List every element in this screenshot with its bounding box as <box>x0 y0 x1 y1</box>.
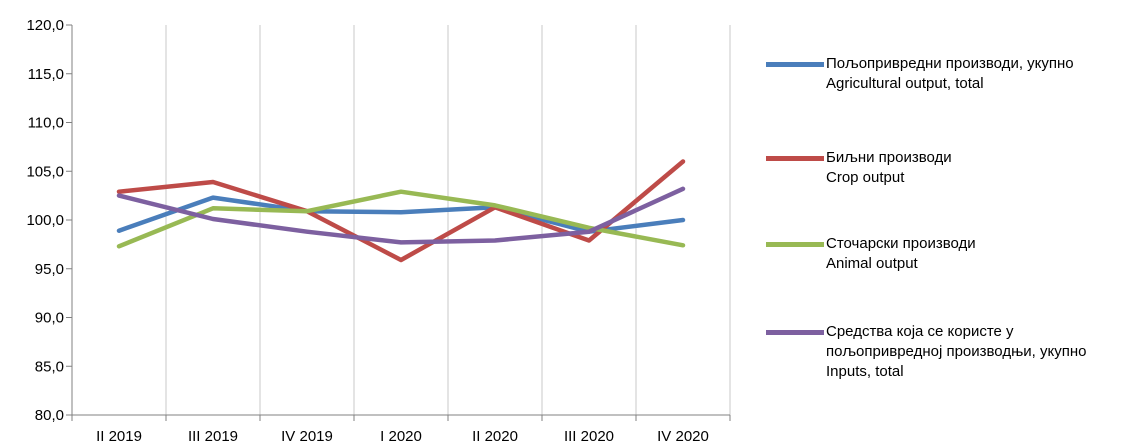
y-tick-label: 105,0 <box>26 163 64 180</box>
x-tick-label: IV 2020 <box>657 428 709 445</box>
y-tick-label: 120,0 <box>26 17 64 34</box>
legend-label-line: пољопривредној производњи, укупно <box>826 343 1087 360</box>
y-tick-label: 85,0 <box>35 358 64 375</box>
x-tick-label: III 2019 <box>188 428 238 445</box>
legend: Пољопривредни производи, укупно Agricultu… <box>766 0 1132 448</box>
legend-swatch <box>766 330 824 335</box>
y-axis-ticks: 80,0 85,0 90,0 95,0 100,0 105,0 110,0 115,0 120,… <box>26 17 72 424</box>
legend-swatch <box>766 62 824 67</box>
legend-label-line: Средства која се користе у <box>826 323 1014 340</box>
y-tick-label: 115,0 <box>28 66 64 83</box>
x-tick-label: I 2020 <box>380 428 422 445</box>
legend-label-line: Сточарски производи <box>826 235 976 252</box>
legend-swatch <box>766 242 824 247</box>
y-tick-label: 100,0 <box>26 212 64 229</box>
x-tick-label: II 2019 <box>96 428 142 445</box>
legend-label-line: Биљни производи <box>826 149 952 166</box>
legend-label-line: Animal output <box>826 255 918 272</box>
legend-label-line: Inputs, total <box>826 363 904 380</box>
x-tick-label: III 2020 <box>564 428 614 445</box>
y-tick-label: 110,0 <box>28 115 64 132</box>
line-chart: 80,0 85,0 90,0 95,0 100,0 105,0 110,0 115,0 120,… <box>26 17 731 445</box>
legend-item-4: Средства која се користе у пољопривредној… <box>766 322 1086 382</box>
x-tick-label: IV 2019 <box>281 428 333 445</box>
grid-lines <box>71 25 731 415</box>
legend-label: Биљни производи Crop output <box>826 148 952 188</box>
series-lines <box>116 159 686 263</box>
y-tick-label: 90,0 <box>35 310 64 327</box>
axes <box>71 25 730 416</box>
legend-label-line: Agricultural output, total <box>826 75 984 92</box>
y-tick-label: 80,0 <box>35 407 64 424</box>
legend-label: Средства која се користе у пољопривредној… <box>826 322 1086 382</box>
legend-item-2: Биљни производи Crop output <box>766 148 952 188</box>
legend-swatch <box>766 156 824 161</box>
y-tick-label: 95,0 <box>35 261 64 278</box>
x-axis-ticks: II 2019 III 2019 IV 2019 I 2020 II 2020 III 2… <box>71 415 731 445</box>
legend-label-line: Crop output <box>826 169 905 186</box>
x-tick-label: II 2020 <box>472 428 518 445</box>
legend-item-3: Сточарски производи Animal output <box>766 234 976 274</box>
legend-label: Сточарски производи Animal output <box>826 234 976 274</box>
legend-label-line: Пољопривредни производи, укупно <box>826 55 1074 72</box>
legend-label: Пољопривредни производи, укупно Agricultu… <box>826 54 1074 94</box>
legend-item-1: Пољопривредни производи, укупно Agricultu… <box>766 54 1074 94</box>
